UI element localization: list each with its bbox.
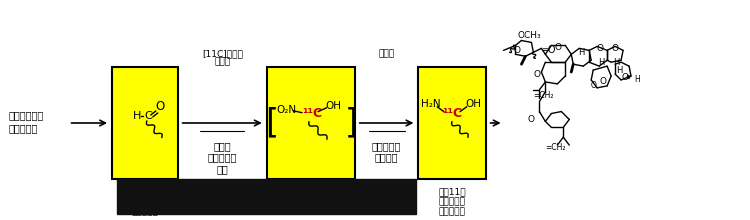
Bar <box>267 66 355 180</box>
Text: O: O <box>528 115 535 124</box>
Text: を持つ中間体: を持つ中間体 <box>295 197 327 206</box>
Bar <box>117 180 416 214</box>
Text: H: H <box>578 48 584 57</box>
Text: OH: OH <box>466 99 482 109</box>
Text: ]: ] <box>344 106 357 139</box>
Text: ¹¹C: ¹¹C <box>302 107 322 120</box>
Text: エリブリンの: エリブリンの <box>129 187 161 196</box>
Text: アルデヒド: アルデヒド <box>131 207 158 216</box>
Text: 中心骨格を有する: 中心骨格を有する <box>123 197 166 206</box>
Text: エリブリンの: エリブリンの <box>9 110 44 120</box>
Text: H: H <box>613 58 620 67</box>
Text: =CH₂: =CH₂ <box>545 143 566 152</box>
Text: H: H <box>634 75 640 84</box>
Text: [11C]ニトロ: [11C]ニトロ <box>202 50 243 59</box>
Text: =CH₂: =CH₂ <box>533 91 554 100</box>
Text: O: O <box>555 43 562 52</box>
Text: O: O <box>155 100 164 113</box>
Text: ニトロ: ニトロ <box>214 141 231 151</box>
Text: H: H <box>616 66 622 75</box>
Text: H₂N: H₂N <box>421 99 440 109</box>
Text: アルドール: アルドール <box>208 153 237 163</box>
Text: 還元剤: 還元剤 <box>379 50 394 59</box>
Text: 合成中間体: 合成中間体 <box>9 123 38 133</box>
Bar <box>112 66 178 180</box>
Text: O₂N: O₂N <box>276 105 296 115</box>
Text: 標識された: 標識された <box>439 197 466 206</box>
Text: C: C <box>144 111 152 121</box>
Text: H: H <box>133 111 141 121</box>
Text: 反応: 反応 <box>216 165 228 174</box>
Text: O: O <box>534 70 541 79</box>
Text: メタン: メタン <box>214 58 230 66</box>
Text: ニトロ基の: ニトロ基の <box>372 141 401 151</box>
Text: O: O <box>514 46 521 55</box>
Text: OCH₃: OCH₃ <box>518 31 541 40</box>
Text: O: O <box>600 77 607 86</box>
Text: [: [ <box>266 106 278 139</box>
Text: 還元反応: 還元反応 <box>375 153 398 163</box>
Text: O: O <box>590 81 596 90</box>
Text: エリブリン: エリブリン <box>439 207 466 216</box>
Text: O: O <box>597 44 604 53</box>
Text: 炭素11（11C、半減期：20.4分）を用いる合成反応: 炭素11（11C、半減期：20.4分）を用いる合成反応 <box>177 192 356 202</box>
Text: ═O: ═O <box>542 45 556 55</box>
Bar <box>419 66 485 180</box>
Text: ¹¹C: ¹¹C <box>442 107 462 120</box>
Text: OH: OH <box>326 101 342 111</box>
Text: O: O <box>622 73 628 82</box>
Text: H: H <box>598 58 604 67</box>
Text: 炭素11で: 炭素11で <box>438 187 466 196</box>
Text: ニトロ基と炭素11: ニトロ基と炭素11 <box>286 187 335 196</box>
Text: O: O <box>611 44 619 53</box>
